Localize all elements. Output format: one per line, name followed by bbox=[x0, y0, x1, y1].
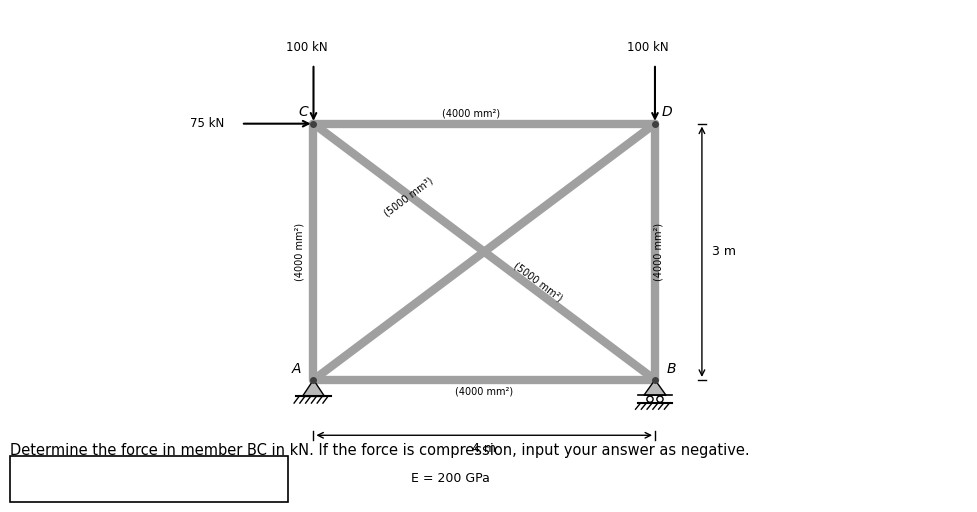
Polygon shape bbox=[644, 380, 666, 395]
Polygon shape bbox=[303, 380, 324, 396]
Circle shape bbox=[657, 396, 663, 402]
Text: C: C bbox=[299, 105, 309, 119]
Text: A: A bbox=[292, 362, 302, 376]
Text: B: B bbox=[667, 362, 676, 376]
Text: (4000 mm²): (4000 mm²) bbox=[455, 387, 513, 397]
Text: E = 200 GPa: E = 200 GPa bbox=[410, 472, 489, 485]
Text: 100 kN: 100 kN bbox=[286, 40, 327, 54]
Text: 100 kN: 100 kN bbox=[627, 40, 669, 54]
Text: (5000 mm²): (5000 mm²) bbox=[512, 261, 565, 303]
Text: 75 kN: 75 kN bbox=[190, 117, 224, 130]
Text: (4000 mm²): (4000 mm²) bbox=[654, 223, 663, 281]
Text: D: D bbox=[661, 105, 672, 119]
Text: (5000 mm³): (5000 mm³) bbox=[382, 175, 435, 218]
Circle shape bbox=[647, 396, 653, 402]
Text: (4000 mm²): (4000 mm²) bbox=[443, 109, 500, 119]
Text: 4 m: 4 m bbox=[472, 442, 496, 455]
Text: 3 m: 3 m bbox=[712, 245, 736, 258]
Text: Determine the force in member BC in kN. If the force is compression, input your : Determine the force in member BC in kN. … bbox=[10, 443, 749, 458]
Text: (4000 mm²): (4000 mm²) bbox=[295, 223, 305, 281]
